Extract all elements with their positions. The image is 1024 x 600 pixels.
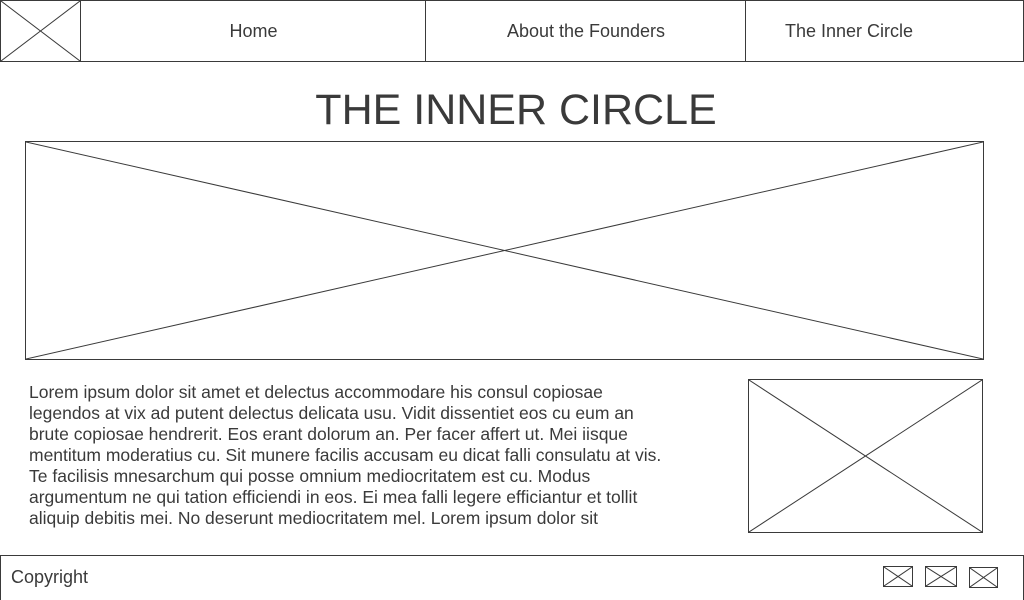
image-placeholder-icon [884, 567, 912, 586]
nav-home-link[interactable]: Home [80, 0, 426, 62]
body-paragraph: Lorem ipsum dolor sit amet et delectus a… [29, 382, 662, 528]
nav-bar [0, 0, 1024, 62]
nav-about-founders-label: About the Founders [506, 20, 666, 41]
nav-about-founders-link[interactable]: About the Founders [425, 0, 746, 62]
logo-image-placeholder-icon[interactable] [0, 0, 81, 62]
image-placeholder-icon [749, 380, 982, 532]
footer-social-icon-1[interactable] [883, 566, 913, 587]
nav-home-label: Home [229, 20, 278, 41]
image-placeholder-icon [26, 142, 983, 359]
page-title: THE INNER CIRCLE [315, 86, 717, 134]
image-placeholder-icon [970, 568, 997, 587]
nav-inner-circle-link[interactable]: The Inner Circle [745, 0, 1024, 62]
hero-image-placeholder [25, 141, 984, 360]
side-image-placeholder [748, 379, 983, 533]
footer-social-icon-3[interactable] [969, 567, 998, 588]
image-placeholder-icon [1, 1, 80, 61]
footer-social-icon-2[interactable] [925, 566, 957, 587]
footer [0, 555, 1024, 600]
image-placeholder-icon [926, 567, 956, 586]
footer-copyright: Copyright [11, 567, 89, 587]
nav-inner-circle-label: The Inner Circle [785, 20, 914, 41]
